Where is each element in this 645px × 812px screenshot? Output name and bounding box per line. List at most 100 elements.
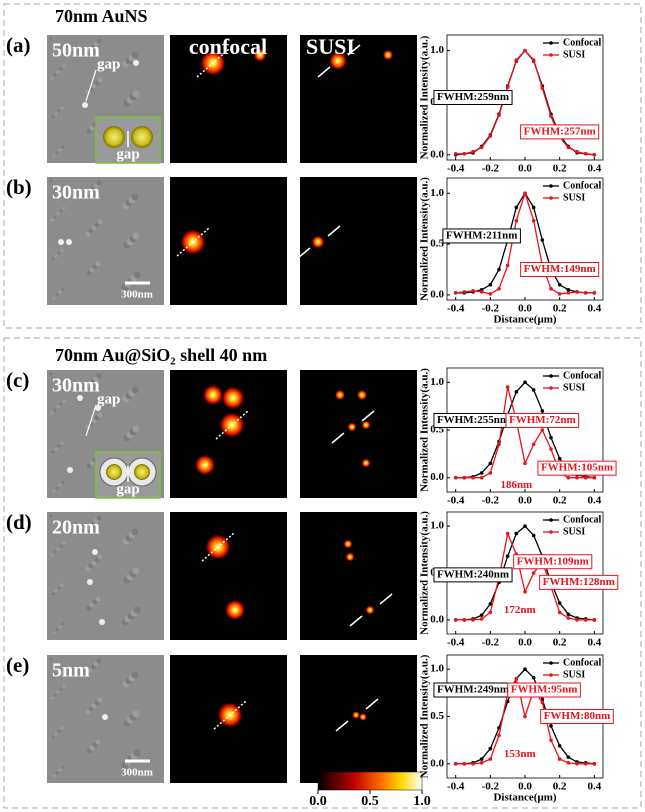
colorbar-tick-label: 1.0 (413, 794, 431, 809)
arrow (349, 615, 363, 627)
arrow (347, 44, 361, 56)
sem-image (47, 512, 164, 640)
annotation: FWHM:95nm (511, 684, 578, 696)
data-point (566, 288, 571, 292)
legend-marker (549, 196, 553, 200)
confocal-image (170, 35, 287, 163)
data-point (523, 191, 527, 196)
sem-texture (132, 232, 140, 240)
data-point (497, 113, 501, 118)
sem-texture (132, 567, 140, 575)
sem-texture (59, 209, 63, 213)
psf-spot (221, 386, 245, 410)
sem-texture (53, 215, 57, 219)
data-point (505, 531, 510, 536)
sem-texture (52, 296, 56, 300)
data-point (488, 602, 493, 606)
particle-size: 30nm (52, 182, 100, 204)
sem-texture (50, 76, 54, 80)
pointer (85, 69, 97, 102)
particle (102, 714, 108, 720)
data-point (575, 475, 579, 480)
profile-line (201, 532, 235, 562)
data-point (523, 524, 527, 528)
psf-spot (202, 384, 224, 406)
sem-texture (96, 38, 102, 44)
sem-texture (57, 586, 61, 590)
data-point (488, 282, 493, 287)
legend-label: SUSI (563, 669, 585, 680)
data-point (488, 471, 493, 475)
legend-marker (549, 530, 553, 534)
data-point (566, 755, 571, 759)
data-point (531, 58, 536, 62)
sem-texture (131, 193, 139, 201)
sem-texture (131, 51, 139, 59)
panel-label: (a) (6, 33, 31, 57)
column-title: SUSI (306, 34, 355, 59)
particle (82, 102, 88, 108)
sem-texture (131, 528, 139, 536)
data-point (531, 442, 536, 447)
x-tick-label: 0.2 (553, 495, 567, 507)
data-point (566, 291, 571, 295)
annotation: FWHM:240nm (437, 568, 509, 580)
legend-marker (549, 184, 553, 188)
sem-texture (61, 145, 65, 149)
annotation: 186nm (500, 479, 532, 491)
data-point (583, 291, 588, 295)
data-point (497, 287, 501, 291)
sem-texture (55, 628, 59, 632)
susi-image (300, 655, 417, 783)
data-point (575, 149, 579, 154)
sem-texture (58, 768, 62, 772)
data-point (531, 218, 536, 223)
sem-texture (49, 372, 53, 376)
legend-label: Confocal (563, 370, 602, 381)
x-tick-label: -0.2 (482, 637, 500, 649)
section-title: 70nm Au@SiO₂ shell 40 nm (55, 345, 267, 365)
data-point (488, 134, 493, 138)
sem-texture (53, 693, 57, 697)
annotation: FWHM:80nm (544, 710, 611, 722)
data-point (523, 380, 527, 385)
annotation: FWHM:257nm (524, 125, 596, 137)
x-tick-label: -0.2 (482, 781, 500, 793)
particle (58, 239, 64, 245)
sem-texture (133, 749, 141, 757)
data-point (583, 618, 588, 622)
sem-texture (49, 179, 53, 183)
legend-label: SUSI (563, 382, 585, 393)
sem-texture (52, 774, 56, 778)
x-tick-label: -0.2 (482, 163, 500, 175)
sem-texture (54, 254, 58, 258)
data-point (453, 151, 458, 156)
gold-core (103, 126, 125, 148)
data-point (471, 149, 475, 154)
sem-texture (57, 444, 61, 448)
data-point (557, 282, 562, 287)
legend-marker (549, 386, 553, 390)
sem-texture (50, 553, 54, 557)
panel-label: (c) (6, 368, 29, 392)
arrow (361, 410, 375, 422)
x-tick-label: 0.0 (518, 163, 532, 175)
data-point (479, 757, 484, 761)
data-point (592, 475, 597, 480)
sem-texture (52, 154, 56, 158)
sem-texture (60, 441, 64, 445)
annotation-box (442, 228, 521, 244)
particle (92, 549, 98, 555)
susi-image (300, 370, 417, 498)
colorbar-tick-label: 0.0 (309, 794, 327, 809)
legend-label: Confocal (563, 37, 602, 48)
x-tick-label: 0.0 (518, 781, 532, 793)
section-frame (3, 3, 642, 329)
sem-texture (58, 290, 62, 294)
data-point (514, 531, 519, 536)
data-point (505, 263, 510, 268)
series-line (455, 191, 595, 295)
sem-texture (133, 271, 141, 279)
data-point (514, 205, 519, 210)
